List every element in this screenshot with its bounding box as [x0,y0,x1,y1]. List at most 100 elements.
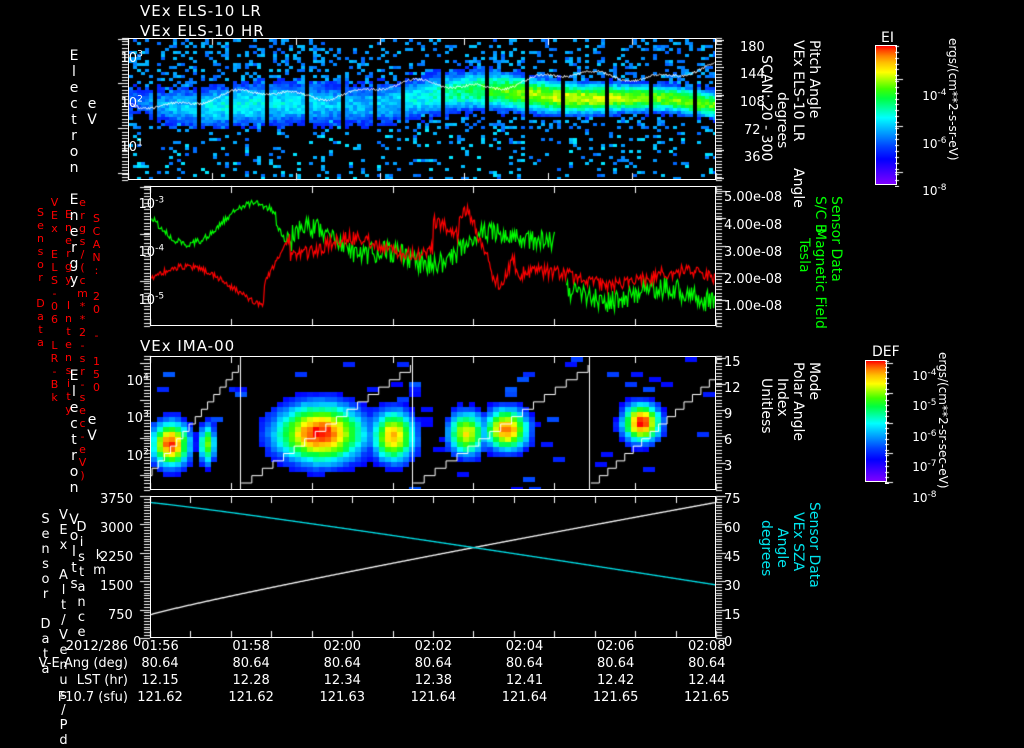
bottom-cell-f107-3: 121.64 [410,690,457,705]
panel1-rtick-1: 144 [740,67,765,82]
panel3-rtick-1: 12 [724,381,741,396]
bottom-cell-time-4: 02:04 [505,639,544,654]
panel1-rtick-4: 36 [744,150,761,165]
panel2-left-axis-line2: VEx ELS-06 LR-Bk [48,196,61,404]
panel2-ytick-1: 10-4 [138,243,165,260]
panel3-ytick-2: 102 [126,447,149,464]
panel1-right-axis-line1: Pitch Angle [806,40,822,119]
bottom-cell-ve-ang-3: 80.64 [414,656,452,671]
panel4-left-axis-line1: Sensor Data [38,512,53,677]
bottom-cell-time-6: 02:08 [688,639,726,654]
panel1-cbtick-0: 10-4 [922,88,947,104]
panel3-cbtick-1: 10-5 [912,398,937,414]
panel3-right-axis-line3: Index [774,378,790,417]
bottom-cell-ve-ang-0: 80.64 [141,656,179,671]
panel1-right-axis-line3: Angle [790,168,806,208]
bottom-cell-time-2: 02:00 [323,639,361,654]
bottom-cell-ve-ang-6: 80.64 [688,656,726,671]
panel2-rtick-4: 1.00e-08 [724,299,783,314]
panel4-left-axis-line3: Distance [74,520,89,640]
panel1-axis-ticks [104,36,724,184]
panel1-ytick-1: 102 [120,94,143,111]
panel1-ytick-2: 101 [120,138,143,155]
bottom-cell-ve-ang-5: 80.64 [597,656,635,671]
panel3-ytick-0: 104 [126,372,149,389]
panel2-rtick-1: 4.00e-08 [724,218,783,233]
panel3-ytick-1: 103 [126,409,149,426]
panel1-title-hr: VEx ELS-10 HR [140,22,265,40]
panel3-cbtick-3: 10-7 [912,459,937,475]
panel3-axis-ticks [126,354,746,494]
panel1-left-axis-units: eV [84,96,100,128]
panel3-right-axis-line2: Polar Angle [790,362,806,442]
panel3-rtick-0: 15 [724,355,741,370]
panel4-right-axis-line4: degrees [758,520,774,577]
panel1-right-axis-line2: VEx ELS-10 LR [790,40,806,142]
panel4-rtick-3: 30 [724,579,741,594]
panel4-axis-ticks [126,494,746,642]
panel1-rtick-3: 72 [744,123,761,138]
panel2-rtick-0: 5.00e-08 [724,190,783,205]
bottom-cell-f107-1: 121.62 [228,690,274,705]
panel3-right-axis-line4: Unitless [758,378,774,434]
bottom-cell-time-1: 01:58 [232,639,270,654]
bottom-cell-f107-0: 121.62 [137,690,183,705]
panel3-left-axis-units: eV [84,412,100,444]
panel2-rtick-3: 2.00e-08 [724,272,783,287]
panel4-left-axis-line2: VEx Alt/Venus/Pd [56,508,71,748]
panel3-colorbar-title: DEF [872,344,900,360]
panel2-left-axis-line1: Sensor Data [34,206,47,349]
bottom-row-label-f107: F10.7 (sfu) [57,690,128,705]
bottom-cell-lst-1: 12.28 [232,673,270,688]
bottom-cell-f107-5: 121.65 [592,690,639,705]
bottom-cell-f107-6: 121.65 [684,690,730,705]
panel1-colorbar-ticks [895,45,907,187]
panel4-right-axis-line1: Sensor Data [806,502,822,588]
panel4-right-axis-line3: Angle [774,528,790,568]
bottom-cell-ve-ang-4: 80.64 [505,656,544,671]
panel2-right-axis-line1: Sensor Data [828,196,844,282]
panel2-left-axis-line5: SCAN: 20 - 150 [90,212,103,394]
panel3-colorbar [865,360,887,482]
panel3-cbtick-4: 10-8 [912,490,937,506]
panel3-colorbar-units: ergs/(cm**2-sr-sec-eV) [936,352,950,489]
bottom-cell-f107-2: 121.63 [319,690,366,705]
panel2-right-axis-line3: Magnetic Field [812,228,828,329]
bottom-row-label-ve-ang: V-E Ang (deg) [38,656,128,671]
panel3-left-axis-label: Electron Volts [66,368,82,592]
panel1-cbtick-1: 10-6 [922,136,947,152]
bottom-cell-time-5: 02:06 [596,639,635,654]
bottom-cell-lst-3: 12.38 [414,673,452,688]
panel4-rtick-1: 60 [724,521,741,536]
bottom-cell-ve-ang-2: 80.64 [323,656,361,671]
figure-root: VEx ELS-10 LR VEx ELS-10 HR Electron Ene… [34,2,960,748]
panel1-colorbar-units: ergs/(cm**2-s-sr-eV) [946,38,960,161]
panel1-rtick-0: 180 [740,40,765,55]
panel3-title: VEx IMA-00 [140,337,236,355]
panel1-colorbar-title: EI [881,30,894,46]
bottom-row-label-time: 2012/286 [65,639,128,654]
panel1-right-axis-line4: degrees [774,92,790,149]
panel4-ytick-2: 2250 [100,550,134,565]
bottom-cell-lst-6: 12.44 [688,673,726,688]
panel1-ytick-0: 103 [120,49,143,66]
bottom-cell-lst-5: 12.42 [597,673,635,688]
panel1-colorbar [875,45,897,185]
panel1-left-axis-label: Electron Energy [66,48,82,288]
panel1-title-lr: VEx ELS-10 LR [140,2,262,20]
panel3-cbtick-2: 10-6 [912,429,937,445]
panel4-rtick-2: 45 [724,550,741,565]
panel2-left-axis-line3: Energy Intensity [62,208,75,416]
panel3-right-axis-line1: Mode [806,362,822,401]
bottom-cell-ve-ang-1: 80.64 [232,656,270,671]
panel2-rtick-2: 3.00e-08 [724,245,783,260]
panel4-left-axis-line4: km [92,548,107,578]
bottom-cell-lst-0: 12.15 [141,673,179,688]
panel4-ytick-3: 1500 [100,579,134,594]
panel4-ytick-1: 3000 [100,521,134,536]
panel3-rtick-4: 3 [724,459,733,474]
bottom-cell-lst-2: 12.34 [323,673,361,688]
panel2-right-axis-line4: Tesla [796,238,812,273]
panel4-ytick-4: 750 [108,608,133,623]
panel1-cbtick-2: 10-8 [922,183,947,199]
